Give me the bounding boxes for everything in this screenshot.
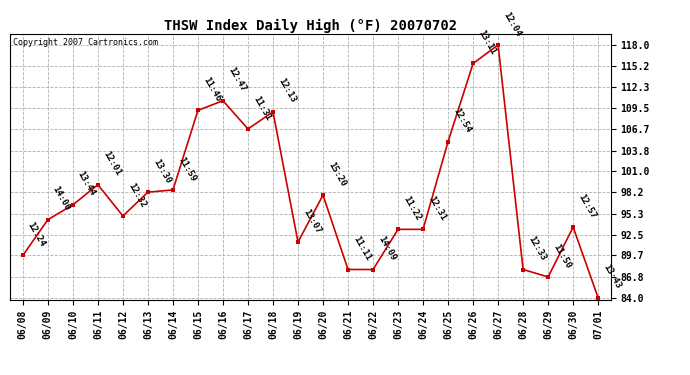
Title: THSW Index Daily High (°F) 20070702: THSW Index Daily High (°F) 20070702 [164, 18, 457, 33]
Text: 12:54: 12:54 [451, 107, 472, 135]
Text: Copyright 2007 Cartronics.com: Copyright 2007 Cartronics.com [13, 38, 158, 47]
Text: 14:09: 14:09 [376, 235, 397, 262]
Text: 11:50: 11:50 [551, 242, 572, 270]
Text: 11:59: 11:59 [176, 155, 197, 183]
Text: 12:24: 12:24 [26, 220, 47, 248]
Text: 11:31: 11:31 [251, 94, 272, 122]
Text: 12:33: 12:33 [526, 235, 547, 262]
Text: 12:01: 12:01 [101, 150, 122, 178]
Text: 12:47: 12:47 [226, 66, 247, 94]
Text: 15:20: 15:20 [326, 160, 347, 188]
Text: 13:07: 13:07 [301, 207, 322, 235]
Text: 12:57: 12:57 [576, 192, 598, 220]
Text: 13:30: 13:30 [151, 157, 172, 185]
Text: 13:11: 13:11 [476, 28, 497, 56]
Text: 11:46: 11:46 [201, 75, 222, 103]
Text: 11:22: 11:22 [401, 195, 422, 222]
Text: 14:00: 14:00 [51, 185, 72, 213]
Text: 12:13: 12:13 [276, 77, 297, 105]
Text: 13:44: 13:44 [76, 170, 97, 198]
Text: 12:31: 12:31 [426, 195, 447, 222]
Text: 12:04: 12:04 [501, 10, 522, 38]
Text: 13:43: 13:43 [601, 263, 622, 291]
Text: 12:32: 12:32 [126, 181, 147, 209]
Text: 11:11: 11:11 [351, 235, 372, 262]
